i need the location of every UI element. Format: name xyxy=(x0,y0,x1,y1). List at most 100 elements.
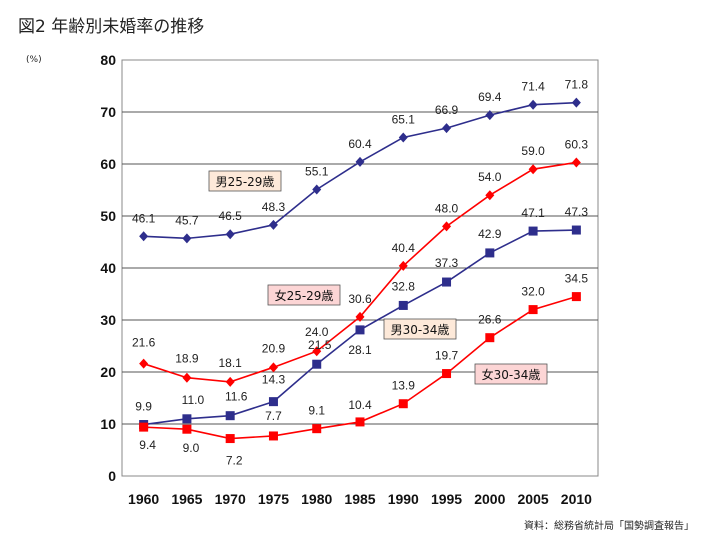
y-tick-label: 60 xyxy=(100,156,116,172)
x-tick-label: 1985 xyxy=(344,491,375,507)
data-label: 37.3 xyxy=(435,256,459,270)
data-label: 11.0 xyxy=(182,393,205,407)
data-point-square xyxy=(312,424,322,434)
data-label: 11.6 xyxy=(225,390,248,404)
data-point-diamond xyxy=(182,372,192,383)
x-tick-label: 1980 xyxy=(301,491,332,507)
x-tick-label: 2010 xyxy=(561,491,592,507)
data-point-diamond xyxy=(528,99,538,110)
data-label: 46.5 xyxy=(219,209,243,223)
data-label: 7.7 xyxy=(265,409,282,423)
x-tick-label: 1960 xyxy=(128,491,159,507)
data-point-square xyxy=(355,325,365,335)
data-label: 55.1 xyxy=(305,164,329,178)
chart-title: 図2 年齢別未婚率の推移 xyxy=(18,17,205,37)
data-point-diamond xyxy=(571,157,581,168)
data-label: 71.8 xyxy=(565,78,589,92)
data-point-square xyxy=(528,226,538,236)
data-point-diamond xyxy=(139,358,149,369)
y-tick-label: 70 xyxy=(100,104,116,120)
series-name-label: 男25-29歳 xyxy=(216,175,275,189)
data-label: 19.7 xyxy=(435,349,459,363)
data-point-square xyxy=(485,333,495,343)
x-tick-label: 1990 xyxy=(388,491,419,507)
data-label: 26.6 xyxy=(478,313,502,327)
y-tick-label: 50 xyxy=(100,208,116,224)
series-name-box xyxy=(383,318,457,340)
data-label: 60.4 xyxy=(348,137,372,151)
data-point-square xyxy=(571,292,581,302)
data-label: 48.0 xyxy=(435,201,459,215)
data-label: 20.9 xyxy=(262,341,286,355)
data-point-diamond xyxy=(225,376,235,387)
data-label: 9.9 xyxy=(135,400,152,414)
data-point-diamond xyxy=(182,233,192,244)
data-label: 10.4 xyxy=(348,398,372,412)
series-name-box xyxy=(208,170,282,192)
data-point-square xyxy=(225,434,235,444)
data-label: 42.9 xyxy=(478,227,502,241)
data-label: 66.9 xyxy=(435,103,459,117)
series-4: 9.4 9.0 7.2 7.7 9.1 10.4 13.9 19.7 26.6 32.0 34.5 女… xyxy=(139,272,588,468)
series-name-label: 女30-34歳 xyxy=(482,367,541,382)
data-label: 69.4 xyxy=(478,90,502,104)
data-point-diamond xyxy=(225,229,235,240)
data-label: 71.4 xyxy=(521,80,545,94)
y-tick-label: 10 xyxy=(100,416,116,432)
data-label: 32.8 xyxy=(392,279,416,293)
data-label: 18.9 xyxy=(175,352,199,366)
y-tick-label: 80 xyxy=(100,52,116,68)
data-label: 48.3 xyxy=(262,200,286,214)
data-point-diamond xyxy=(355,156,365,167)
data-label: 30.6 xyxy=(348,292,372,306)
data-point-diamond xyxy=(312,346,322,357)
data-label: 34.5 xyxy=(565,272,589,286)
y-tick-label: 30 xyxy=(100,312,116,328)
data-label: 13.9 xyxy=(392,379,416,393)
x-tick-label: 2005 xyxy=(518,491,549,507)
y-tick-label: 0 xyxy=(108,468,116,484)
y-axis-unit: (%) xyxy=(26,55,42,65)
data-label: 9.4 xyxy=(139,438,156,452)
y-tick-label: 40 xyxy=(100,260,116,276)
data-label: 14.3 xyxy=(262,373,286,387)
series-3: 9.9 11.0 11.6 14.3 21.5 28.1 32.8 37.3 42.9 47.1 4… xyxy=(135,205,588,430)
x-tick-label: 1965 xyxy=(171,491,202,507)
data-point-square xyxy=(355,417,365,427)
data-point-square xyxy=(268,397,278,407)
data-label: 18.1 xyxy=(219,356,243,370)
data-point-square xyxy=(225,411,235,421)
data-point-diamond xyxy=(268,219,278,230)
x-tick-label: 1995 xyxy=(431,491,462,507)
data-point-diamond xyxy=(442,123,452,134)
x-tick-label: 1970 xyxy=(215,491,246,507)
data-label: 45.7 xyxy=(175,213,199,227)
data-point-diamond xyxy=(571,97,581,108)
series-name-label: 女25-29歳 xyxy=(275,288,334,303)
data-point-square xyxy=(571,225,581,235)
data-label: 9.0 xyxy=(183,441,200,455)
data-point-square xyxy=(485,248,495,258)
x-tick-label: 2000 xyxy=(474,491,505,507)
data-point-square xyxy=(442,369,452,379)
series-1: 46.1 45.7 46.5 48.3 55.1 60.4 65.1 66.9 69.4 71.4… xyxy=(132,78,588,244)
data-point-diamond xyxy=(485,110,495,121)
data-label: 9.1 xyxy=(308,404,325,418)
x-tick-label: 1975 xyxy=(258,491,289,507)
data-point-diamond xyxy=(528,164,538,175)
data-point-square xyxy=(312,359,322,369)
series-name-label: 男30-34歳 xyxy=(391,323,450,337)
data-point-diamond xyxy=(398,132,408,143)
data-point-square xyxy=(398,300,408,310)
data-point-square xyxy=(139,422,149,432)
data-label: 28.1 xyxy=(348,343,372,357)
y-tick-label: 20 xyxy=(100,364,116,380)
data-point-diamond xyxy=(485,190,495,201)
data-label: 7.2 xyxy=(226,454,243,468)
series-name-box xyxy=(474,363,548,385)
data-label: 24.0 xyxy=(305,325,329,339)
data-label: 47.1 xyxy=(521,206,545,220)
data-point-square xyxy=(528,305,538,315)
data-label: 40.4 xyxy=(392,241,416,255)
data-point-diamond xyxy=(398,260,408,271)
